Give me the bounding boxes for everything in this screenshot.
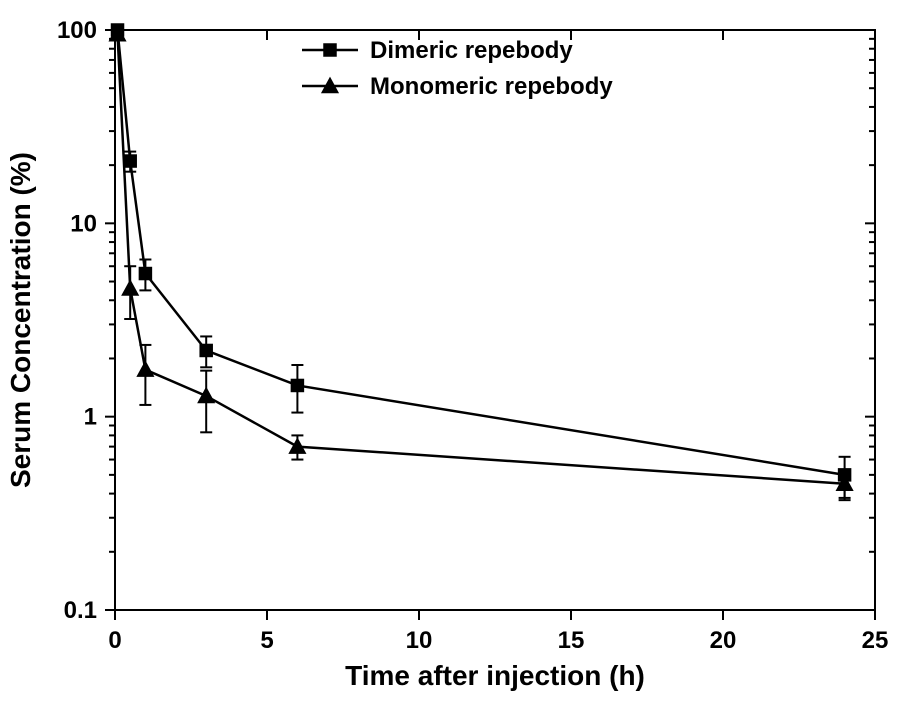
square-marker [200,344,212,356]
x-tick-label: 10 [406,627,433,654]
y-tick-label: 0.1 [64,597,97,624]
legend-label: Dimeric repebody [370,37,573,64]
y-axis-label: Serum Concentration (%) [5,152,36,488]
x-tick-label: 25 [862,627,889,654]
x-axis-label: Time after injection (h) [345,660,645,691]
y-tick-label: 1 [84,404,97,431]
square-marker [324,44,336,56]
x-tick-label: 15 [558,627,585,654]
legend-label: Monomeric repebody [370,73,613,100]
square-marker [124,155,136,167]
serum-concentration-chart: 0 5 10 15 20 25 0.1 1 10 100 Time after injection … [0,0,918,710]
square-marker [291,379,303,391]
chart-container: 0 5 10 15 20 25 0.1 1 10 100 Time after injection … [0,0,918,710]
square-marker [139,268,151,280]
y-tick-label: 10 [70,210,97,237]
x-tick-label: 5 [260,627,273,654]
y-tick-label: 100 [57,17,97,44]
x-tick-label: 20 [710,627,737,654]
x-tick-label: 0 [108,627,121,654]
